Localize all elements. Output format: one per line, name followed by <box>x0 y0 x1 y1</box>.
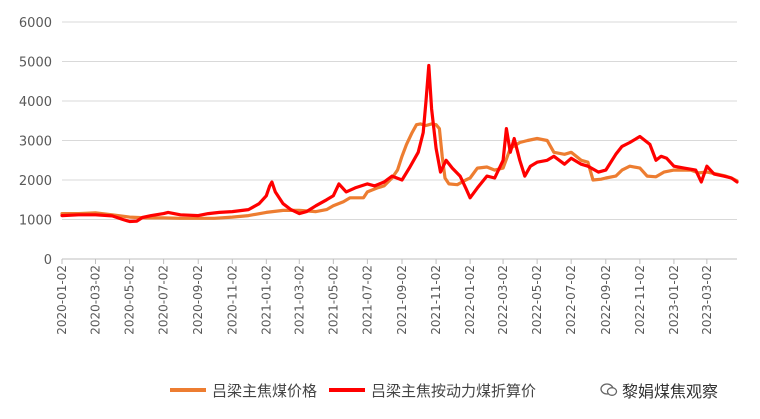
series-line-1 <box>60 122 739 220</box>
y-tick-label: 5000 <box>19 56 52 71</box>
x-tick-label: 2021-11-02 <box>429 265 443 335</box>
x-tick-label: 2021-05-02 <box>326 265 340 335</box>
y-tick-label: 3000 <box>19 135 52 150</box>
x-tick-label: 2022-09-02 <box>599 265 613 335</box>
x-tick-label: 2021-01-02 <box>259 265 273 335</box>
y-tick-label: 2000 <box>19 174 52 189</box>
x-tick-label: 2022-11-02 <box>633 265 647 335</box>
x-tick-label: 2020-03-02 <box>88 265 102 335</box>
watermark: 黎娟煤焦观察 <box>600 378 718 402</box>
x-tick-label: 2020-07-02 <box>157 265 171 335</box>
x-tick-label: 2023-01-02 <box>667 265 681 335</box>
x-axis: 2020-01-02 2020-03-02 2020-05-02 2020-07-02… <box>55 258 737 335</box>
legend-label-series-2: 吕梁主焦按动力煤折算价 <box>371 381 537 400</box>
y-tick-label: 4000 <box>19 95 52 110</box>
wechat-bubble-icon <box>600 383 618 396</box>
y-axis: 0 1000 2000 3000 4000 5000 6000 <box>19 16 52 268</box>
x-tick-label: 2020-11-02 <box>225 265 239 335</box>
legend-swatch-series-2 <box>329 388 366 392</box>
x-tick-label: 2023-03-02 <box>700 265 714 335</box>
y-tick-label: 0 <box>44 253 52 268</box>
x-tick-label: 2022-07-02 <box>564 265 578 335</box>
y-tick-label: 1000 <box>19 214 52 229</box>
series-line-2 <box>60 63 739 224</box>
x-tick-label: 2020-05-02 <box>123 265 137 335</box>
x-tick-label: 2022-01-02 <box>463 265 477 335</box>
gridlines <box>62 21 737 220</box>
x-tick-label: 2021-09-02 <box>395 265 409 335</box>
y-tick-label: 6000 <box>19 16 52 31</box>
legend-label-series-1: 吕梁主焦煤价格 <box>212 381 318 400</box>
x-tick-label: 2020-09-02 <box>191 265 205 335</box>
legend: 吕梁主焦煤价格 吕梁主焦按动力煤折算价 <box>170 378 548 402</box>
x-tick-label: 2021-07-02 <box>360 265 374 335</box>
x-tick-label: 2020-01-02 <box>55 265 69 335</box>
legend-item-series-2: 吕梁主焦按动力煤折算价 <box>329 380 536 401</box>
x-tick-label: 2021-03-02 <box>292 265 306 335</box>
legend-item-series-1: 吕梁主焦煤价格 <box>170 380 317 401</box>
watermark-text: 黎娟煤焦观察 <box>622 382 719 401</box>
x-tick-label: 2022-03-02 <box>496 265 510 335</box>
series-lines <box>60 63 739 224</box>
x-tick-label: 2022-05-02 <box>530 265 544 335</box>
legend-swatch-series-1 <box>170 388 206 392</box>
